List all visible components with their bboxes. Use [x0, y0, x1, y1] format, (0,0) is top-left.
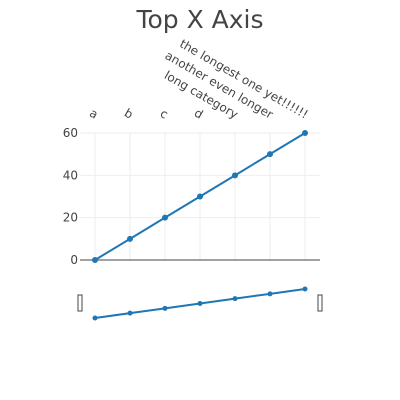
x-tick-label-3: d: [192, 106, 206, 122]
x-tick-label-1: b: [122, 106, 136, 122]
y-tick-label-0: 0: [70, 253, 78, 267]
series-point-0: [92, 257, 98, 263]
x-tick-label-2: c: [158, 106, 171, 121]
y-axis-tick-labels: 0 20 40 60: [63, 126, 78, 267]
range-slider-point-2: [162, 305, 168, 311]
y-tick-label-3: 60: [63, 126, 78, 140]
series-point-5: [267, 151, 273, 158]
x-gridlines: [94, 133, 306, 260]
y-tick-label-1: 20: [63, 211, 78, 225]
series-point-3: [197, 193, 203, 200]
series-points: [92, 130, 308, 263]
range-slider[interactable]: [77, 286, 323, 321]
range-slider-point-0: [92, 315, 98, 321]
y-tick-label-2: 40: [63, 168, 78, 182]
range-slider-right-handle[interactable]: [317, 294, 323, 312]
range-slider-point-6: [302, 286, 308, 292]
series-point-6: [302, 130, 308, 136]
range-slider-point-3: [197, 301, 203, 306]
series-point-2: [162, 214, 168, 221]
series-point-4: [232, 172, 238, 179]
range-slider-point-5: [267, 291, 273, 297]
chart-title: Top X Axis: [135, 5, 263, 34]
range-slider-left-handle[interactable]: [77, 294, 83, 312]
series-point-1: [127, 235, 133, 242]
range-slider-point-4: [232, 296, 238, 302]
range-slider-series-points: [92, 286, 308, 321]
x-tick-label-0: a: [87, 106, 100, 122]
range-slider-point-1: [127, 310, 133, 316]
